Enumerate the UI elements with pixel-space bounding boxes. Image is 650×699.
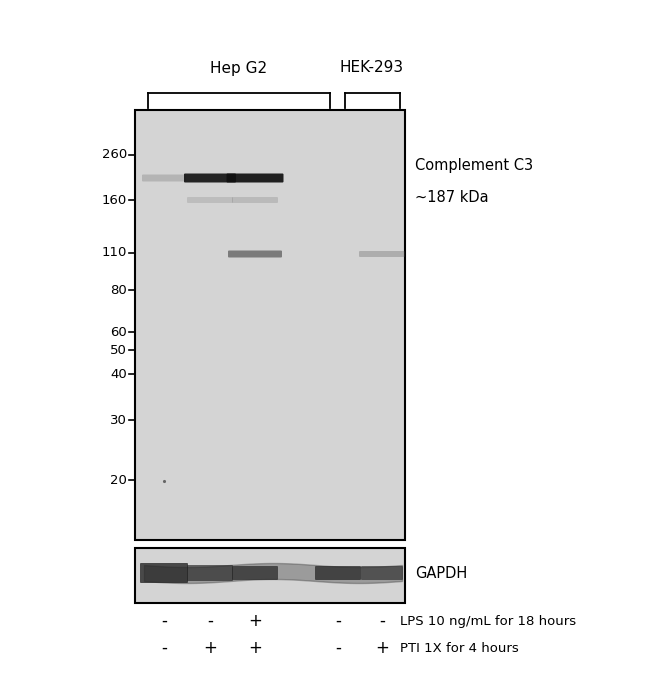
FancyBboxPatch shape [359, 251, 405, 257]
Text: 30: 30 [110, 414, 127, 426]
Text: -: - [161, 612, 167, 630]
Text: -: - [207, 612, 213, 630]
Text: GAPDH: GAPDH [415, 565, 467, 580]
Text: 160: 160 [102, 194, 127, 206]
FancyBboxPatch shape [187, 197, 233, 203]
Text: -: - [335, 612, 341, 630]
Text: -: - [379, 612, 385, 630]
Text: -: - [161, 639, 167, 657]
FancyBboxPatch shape [228, 250, 282, 257]
FancyBboxPatch shape [232, 197, 278, 203]
FancyBboxPatch shape [187, 565, 233, 581]
Text: Hep G2: Hep G2 [211, 61, 268, 75]
FancyBboxPatch shape [315, 566, 361, 580]
Text: 80: 80 [111, 284, 127, 296]
Text: +: + [375, 639, 389, 657]
FancyBboxPatch shape [361, 566, 403, 580]
Text: ~187 kDa: ~187 kDa [415, 190, 489, 205]
Bar [135, 548, 405, 603]
Text: 260: 260 [102, 148, 127, 161]
Text: 40: 40 [111, 368, 127, 380]
Bar [135, 110, 405, 540]
Text: HEK-293: HEK-293 [340, 61, 404, 75]
Text: PTI 1X for 4 hours: PTI 1X for 4 hours [400, 642, 519, 654]
Text: LPS 10 ng/mL for 18 hours: LPS 10 ng/mL for 18 hours [400, 614, 576, 628]
FancyBboxPatch shape [184, 173, 236, 182]
Text: 50: 50 [110, 343, 127, 356]
Text: +: + [203, 639, 217, 657]
Text: 60: 60 [111, 326, 127, 338]
Text: -: - [335, 639, 341, 657]
Text: Complement C3: Complement C3 [415, 158, 533, 173]
Text: 20: 20 [110, 473, 127, 487]
Text: +: + [248, 639, 262, 657]
Text: +: + [248, 612, 262, 630]
FancyBboxPatch shape [142, 175, 186, 182]
FancyBboxPatch shape [226, 173, 283, 182]
Text: 110: 110 [101, 247, 127, 259]
FancyBboxPatch shape [232, 566, 278, 580]
FancyBboxPatch shape [140, 563, 188, 583]
